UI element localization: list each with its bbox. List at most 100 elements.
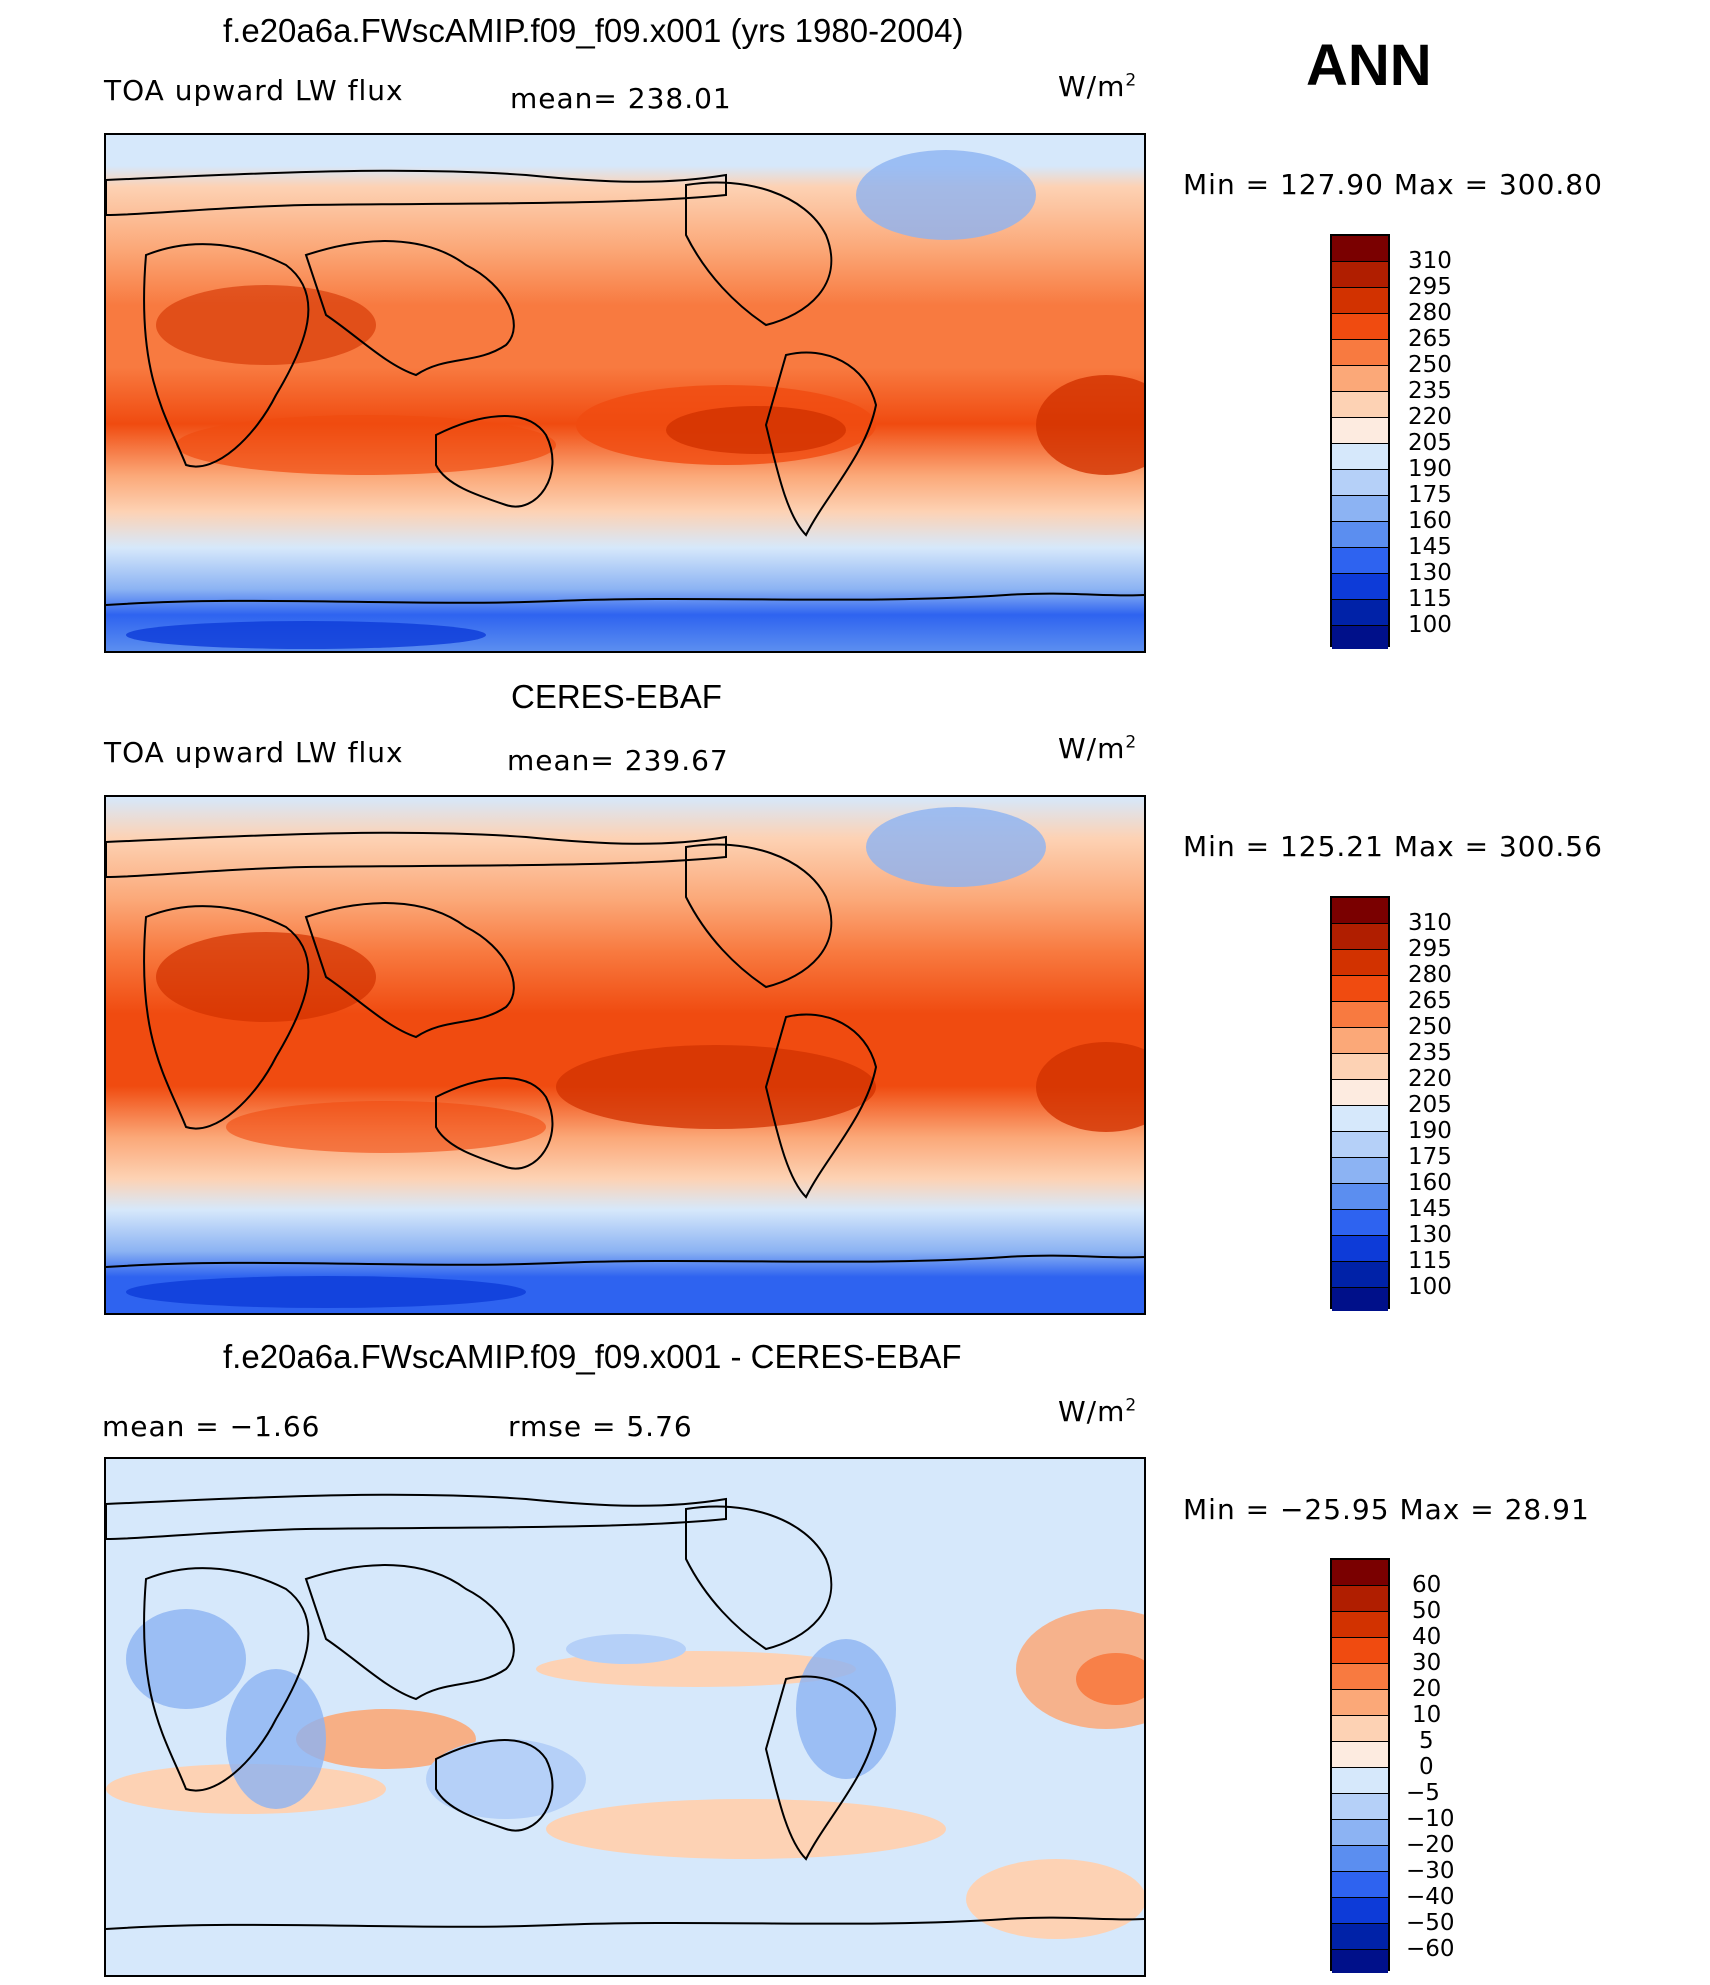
panel3-colorbar-tick: −20	[1406, 1832, 1455, 1858]
season-label: ANN	[1306, 33, 1432, 98]
panel2-colorbar-swatch	[1332, 1080, 1388, 1106]
panel1-colorbar-swatch	[1332, 288, 1388, 314]
panel3-colorbar-swatch	[1332, 1768, 1388, 1794]
panel3-colorbar	[1330, 1558, 1390, 1973]
panel2-colorbar-tick: 310	[1408, 910, 1452, 936]
panel2-colorbar-tick: 160	[1408, 1170, 1452, 1196]
panel2-colorbar-tick: 280	[1408, 962, 1452, 988]
panel3-colorbar-swatch	[1332, 1898, 1388, 1924]
panel1-colorbar-swatch	[1332, 600, 1388, 626]
panel2-colorbar	[1330, 896, 1390, 1311]
panel3-colorbar-tick: 20	[1412, 1676, 1442, 1702]
panel3-colorbar-swatch	[1332, 1664, 1388, 1690]
panel3-unit-label: W/m2	[1058, 1395, 1138, 1428]
panel3-colorbar-swatch	[1332, 1716, 1388, 1742]
panel2-colorbar-swatch	[1332, 1002, 1388, 1028]
panel1-colorbar-swatch	[1332, 470, 1388, 496]
panel1-title: f.e20a6a.FWscAMIP.f09_f09.x001 (yrs 1980…	[223, 12, 964, 49]
panel3-minmax-label: Min = −25.95 Max = 28.91	[1183, 1493, 1590, 1526]
panel3-mean-label: mean = −1.66	[102, 1410, 321, 1443]
panel2-colorbar-swatch	[1332, 950, 1388, 976]
panel2-colorbar-tick: 265	[1408, 988, 1452, 1014]
panel1-colorbar-tick: 130	[1408, 560, 1452, 586]
panel3-map	[104, 1457, 1146, 1977]
panel3-colorbar-swatch	[1332, 1638, 1388, 1664]
panel1-colorbar-tick: 145	[1408, 534, 1452, 560]
panel2-colorbar-tick: 190	[1408, 1118, 1452, 1144]
panel2-colorbar-swatch	[1332, 1262, 1388, 1288]
panel1-unit-label: W/m2	[1058, 70, 1138, 103]
panel3-colorbar-swatch	[1332, 1794, 1388, 1820]
panel1-colorbar-swatch	[1332, 496, 1388, 522]
panel2-colorbar-swatch	[1332, 1106, 1388, 1132]
panel2-mean-label: mean= 239.67	[507, 744, 729, 777]
panel3-colorbar-tick: 0	[1419, 1754, 1434, 1780]
panel3-map-field	[106, 1459, 1144, 1975]
panel1-map-field	[106, 135, 1144, 651]
panel1-variable-label: TOA upward LW flux	[104, 74, 404, 107]
panel1-colorbar-tick: 310	[1408, 248, 1452, 274]
panel2-colorbar-swatch	[1332, 1158, 1388, 1184]
panel3-colorbar-tick: −10	[1406, 1806, 1455, 1832]
panel3-colorbar-tick: 10	[1412, 1702, 1442, 1728]
panel1-colorbar-swatch	[1332, 522, 1388, 548]
panel1-colorbar-swatch	[1332, 366, 1388, 392]
panel1-colorbar-tick: 100	[1408, 612, 1452, 638]
panel3-colorbar-tick: −5	[1406, 1780, 1440, 1806]
panel1-colorbar-swatch	[1332, 574, 1388, 600]
panel2-colorbar-tick: 115	[1408, 1248, 1452, 1274]
panel1-colorbar-tick: 160	[1408, 508, 1452, 534]
panel2-colorbar-swatch	[1332, 898, 1388, 924]
panel1-colorbar-swatch	[1332, 444, 1388, 470]
panel3-colorbar-tick: 50	[1412, 1598, 1442, 1624]
panel2-colorbar-swatch	[1332, 1288, 1388, 1311]
panel2-colorbar-tick: 145	[1408, 1196, 1452, 1222]
panel3-colorbar-tick: −50	[1406, 1910, 1455, 1936]
panel1-colorbar-tick: 265	[1408, 326, 1452, 352]
panel3-title: f.e20a6a.FWscAMIP.f09_f09.x001 - CERES-E…	[223, 1338, 962, 1375]
panel2-colorbar-swatch	[1332, 1236, 1388, 1262]
panel3-colorbar-tick: 5	[1419, 1728, 1434, 1754]
panel1-colorbar-tick: 295	[1408, 274, 1452, 300]
panel1-colorbar-swatch	[1332, 548, 1388, 574]
panel3-colorbar-swatch	[1332, 1924, 1388, 1950]
panel3-colorbar-tick: −40	[1406, 1884, 1455, 1910]
panel3-colorbar-swatch	[1332, 1586, 1388, 1612]
panel2-colorbar-swatch	[1332, 1132, 1388, 1158]
panel2-colorbar-tick: 130	[1408, 1222, 1452, 1248]
panel2-unit-label: W/m2	[1058, 732, 1138, 765]
panel3-colorbar-swatch	[1332, 1612, 1388, 1638]
panel2-colorbar-tick: 220	[1408, 1066, 1452, 1092]
panel2-colorbar-tick: 205	[1408, 1092, 1452, 1118]
panel1-colorbar-tick: 250	[1408, 352, 1452, 378]
panel2-colorbar-tick: 295	[1408, 936, 1452, 962]
panel1-colorbar-tick: 175	[1408, 482, 1452, 508]
panel3-colorbar-swatch	[1332, 1950, 1388, 1973]
panel1-colorbar	[1330, 234, 1390, 649]
panel3-colorbar-swatch	[1332, 1872, 1388, 1898]
panel3-colorbar-swatch	[1332, 1690, 1388, 1716]
panel1-map	[104, 133, 1146, 653]
panel2-colorbar-swatch	[1332, 1028, 1388, 1054]
panel3-colorbar-tick: 60	[1412, 1572, 1442, 1598]
panel1-colorbar-swatch	[1332, 626, 1388, 649]
panel1-colorbar-tick: 220	[1408, 404, 1452, 430]
panel2-colorbar-swatch	[1332, 1184, 1388, 1210]
panel1-colorbar-tick: 205	[1408, 430, 1452, 456]
panel2-variable-label: TOA upward LW flux	[104, 736, 404, 769]
panel3-colorbar-tick: 40	[1412, 1624, 1442, 1650]
panel3-colorbar-tick: −30	[1406, 1858, 1455, 1884]
panel2-colorbar-swatch	[1332, 1054, 1388, 1080]
panel3-colorbar-swatch	[1332, 1742, 1388, 1768]
panel2-map-field	[106, 797, 1144, 1313]
panel1-colorbar-swatch	[1332, 314, 1388, 340]
panel2-title: CERES-EBAF	[511, 678, 722, 715]
panel1-mean-label: mean= 238.01	[510, 82, 732, 115]
panel2-colorbar-tick: 100	[1408, 1274, 1452, 1300]
panel1-colorbar-swatch	[1332, 236, 1388, 262]
panel3-colorbar-tick: 30	[1412, 1650, 1442, 1676]
panel1-minmax-label: Min = 127.90 Max = 300.80	[1183, 168, 1603, 201]
panel1-colorbar-swatch	[1332, 340, 1388, 366]
panel2-minmax-label: Min = 125.21 Max = 300.56	[1183, 830, 1603, 863]
panel3-colorbar-tick: −60	[1406, 1936, 1455, 1962]
